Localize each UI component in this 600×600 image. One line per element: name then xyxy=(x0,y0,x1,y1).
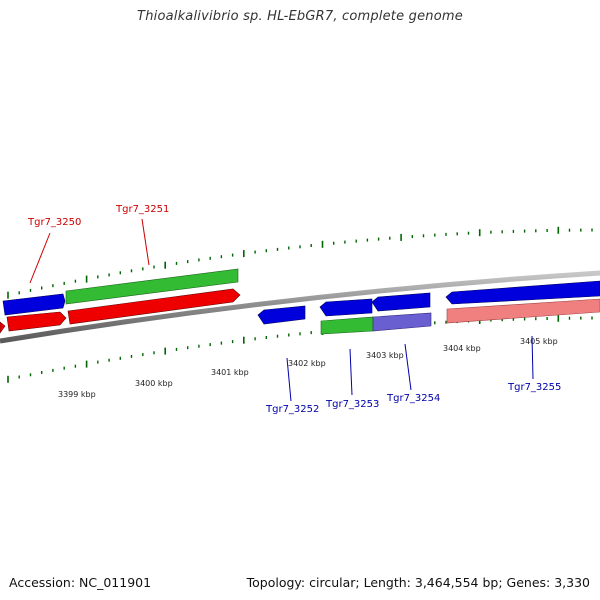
scale-label-3401: 3401 kbp xyxy=(211,368,249,377)
accession-text: Accession: NC_011901 xyxy=(9,575,152,590)
gene-label-tgr7-3252[interactable]: Tgr7_3252 xyxy=(265,404,319,415)
gene-label-tgr7-3255[interactable]: Tgr7_3255 xyxy=(507,382,561,393)
gene-red-3250 xyxy=(6,311,67,332)
leader-3250 xyxy=(29,232,51,284)
gene-tgr7-3255[interactable] xyxy=(445,280,600,305)
outer-scale-ticks xyxy=(7,226,593,299)
leader-3253 xyxy=(349,348,353,396)
band-3255 xyxy=(446,298,600,324)
band-3254 xyxy=(372,312,432,332)
gene-label-tgr7-3253[interactable]: Tgr7_3253 xyxy=(325,399,379,410)
gene-tgr7-3250[interactable] xyxy=(2,293,66,316)
highlight-band-3251 xyxy=(65,268,239,305)
scale-label-3399: 3399 kbp xyxy=(58,390,96,399)
gene-tgr7-3254[interactable] xyxy=(371,292,431,312)
genome-summary-text: Topology: circular; Length: 3,464,554 bp… xyxy=(246,575,590,590)
genome-title: Thioalkalivibrio sp. HL-EbGR7, complete … xyxy=(137,9,463,24)
gene-tgr7-3253[interactable] xyxy=(319,298,373,317)
scale-label-3400: 3400 kbp xyxy=(135,379,173,388)
gene-label-tgr7-3254[interactable]: Tgr7_3254 xyxy=(386,393,440,404)
gene-red-3251 xyxy=(67,288,241,325)
scale-label-3405: 3405 kbp xyxy=(520,337,558,346)
gene-label-tgr7-3251[interactable]: Tgr7_3251 xyxy=(115,204,169,215)
scale-label-3402: 3402 kbp xyxy=(288,359,326,368)
scale-label-3404: 3404 kbp xyxy=(443,344,481,353)
leader-3255 xyxy=(531,335,534,380)
leader-3251 xyxy=(141,218,150,266)
scale-label-3403: 3403 kbp xyxy=(366,351,404,360)
gene-label-tgr7-3250[interactable]: Tgr7_3250 xyxy=(27,217,81,228)
genome-backbone xyxy=(0,270,600,344)
leader-3254 xyxy=(404,343,412,391)
gene-red-left-edge xyxy=(0,321,6,334)
highlight-band-3253 xyxy=(320,316,374,335)
leader-3252 xyxy=(286,357,292,402)
gene-tgr7-3252[interactable] xyxy=(257,305,306,325)
